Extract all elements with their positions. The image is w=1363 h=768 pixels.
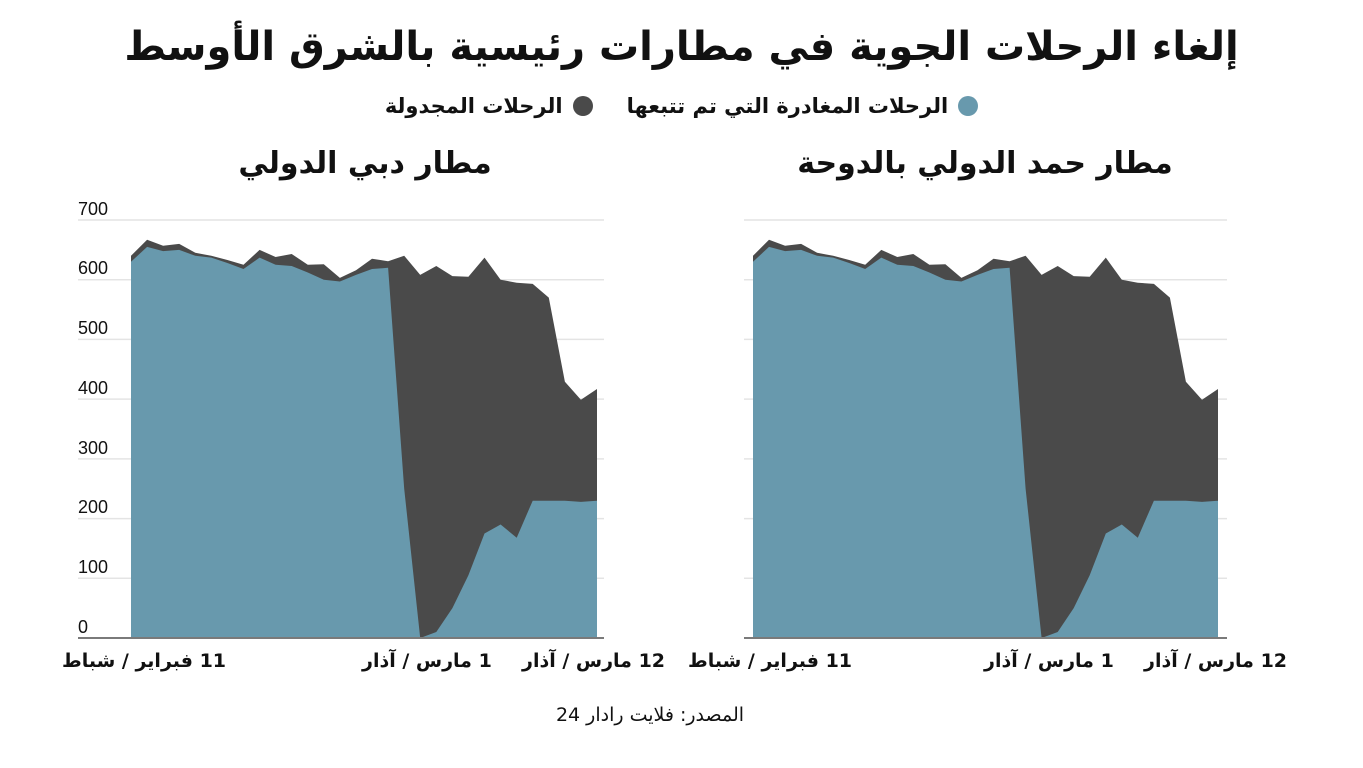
plot-area-doha: [744, 219, 1227, 639]
tracked-area: [131, 246, 597, 638]
legend-item-scheduled: الرحلات المجدولة: [385, 94, 593, 118]
legend: الرحلات المغادرة التي تم تتبعها الرحلات …: [0, 94, 1363, 118]
y-tick-700: 700: [78, 199, 109, 219]
tracked-area: [753, 246, 1218, 638]
y-tick-0: 0: [78, 617, 89, 637]
panel-title-dubai: مطار دبي الدولي: [238, 146, 492, 181]
x-tick-dubai-feb11: 11 فبراير / شباط: [62, 650, 227, 672]
chart-title: إلغاء الرحلات الجوية في مطارات رئيسية با…: [124, 24, 1239, 70]
scheduled-dot-icon: [572, 96, 593, 116]
y-tick-200: 200: [78, 497, 109, 517]
x-tick-dubai-mar12: 12 مارس / آذار: [522, 650, 666, 672]
panel-title-doha: مطار حمد الدولي بالدوحة: [797, 146, 1173, 181]
x-tick-doha-feb11: 11 فبراير / شباط: [688, 650, 853, 672]
legend-label-scheduled: الرحلات المجدولة: [384, 94, 563, 118]
y-tick-600: 600: [78, 258, 109, 278]
legend-item-tracked: الرحلات المغادرة التي تم تتبعها: [627, 94, 979, 118]
source-note: المصدر: فلايت رادار 24: [555, 704, 745, 726]
x-tick-dubai-mar1: 1 مارس / آذار: [362, 650, 492, 672]
legend-label-tracked: الرحلات المغادرة التي تم تتبعها: [626, 94, 949, 118]
y-tick-500: 500: [78, 318, 109, 338]
x-tick-doha-mar1: 1 مارس / آذار: [984, 650, 1114, 672]
x-tick-doha-mar12: 12 مارس / آذار: [1144, 650, 1288, 672]
tracked-dot-icon: [958, 96, 979, 116]
y-tick-100: 100: [78, 557, 109, 577]
y-tick-400: 400: [78, 378, 109, 398]
y-tick-300: 300: [78, 438, 109, 458]
plot-area-dubai: [78, 219, 604, 639]
